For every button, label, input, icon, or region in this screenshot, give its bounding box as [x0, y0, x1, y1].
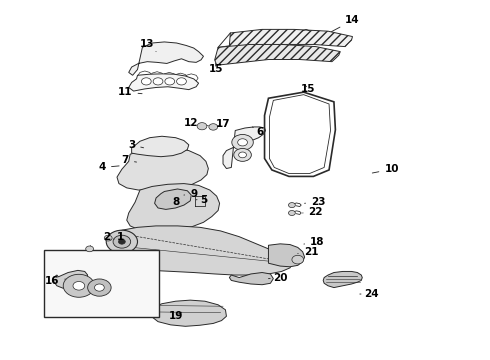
Text: 14: 14 [332, 15, 360, 32]
Text: 8: 8 [172, 197, 179, 207]
Circle shape [176, 78, 186, 85]
Circle shape [106, 230, 138, 253]
Circle shape [119, 239, 125, 244]
Polygon shape [151, 300, 226, 326]
Text: 5: 5 [196, 195, 207, 205]
Circle shape [95, 284, 104, 291]
Polygon shape [229, 273, 273, 285]
Polygon shape [117, 148, 208, 190]
Text: 18: 18 [304, 237, 324, 247]
Circle shape [238, 139, 247, 146]
Circle shape [165, 78, 174, 85]
Circle shape [153, 78, 163, 85]
Text: 13: 13 [140, 39, 156, 51]
Circle shape [289, 203, 295, 208]
Circle shape [142, 78, 151, 85]
Polygon shape [155, 189, 191, 210]
Circle shape [289, 211, 295, 216]
Text: 7: 7 [122, 155, 137, 165]
Text: 3: 3 [128, 140, 144, 150]
Circle shape [113, 235, 131, 248]
Polygon shape [129, 42, 203, 75]
Text: 15: 15 [208, 63, 223, 74]
Polygon shape [129, 74, 198, 91]
Polygon shape [323, 271, 362, 288]
Circle shape [73, 282, 85, 290]
Text: 23: 23 [305, 197, 325, 207]
Polygon shape [223, 127, 266, 168]
Polygon shape [215, 44, 340, 65]
Text: 12: 12 [184, 118, 198, 128]
Polygon shape [53, 270, 88, 288]
Circle shape [88, 279, 111, 296]
Circle shape [292, 255, 304, 264]
Circle shape [86, 246, 94, 252]
Text: 11: 11 [118, 87, 142, 97]
Text: 19: 19 [169, 311, 183, 320]
Circle shape [232, 134, 253, 150]
Text: 20: 20 [269, 273, 288, 283]
Text: 9: 9 [184, 189, 197, 199]
Text: 4: 4 [98, 162, 119, 172]
Circle shape [197, 123, 207, 130]
Text: 16: 16 [45, 276, 65, 286]
Polygon shape [132, 136, 189, 157]
Text: 1: 1 [117, 232, 124, 242]
Text: 2: 2 [103, 232, 114, 242]
Polygon shape [229, 30, 352, 50]
Circle shape [209, 124, 218, 130]
Circle shape [104, 235, 112, 241]
Text: 24: 24 [360, 289, 378, 299]
Polygon shape [269, 244, 305, 267]
Polygon shape [127, 184, 220, 231]
Text: 17: 17 [216, 120, 230, 129]
Circle shape [63, 274, 95, 297]
Circle shape [239, 152, 246, 158]
Circle shape [234, 148, 251, 161]
Text: 10: 10 [372, 164, 399, 174]
Text: 21: 21 [298, 247, 318, 257]
Polygon shape [114, 226, 293, 275]
Text: 15: 15 [301, 84, 316, 94]
Text: 6: 6 [252, 127, 263, 136]
Text: 22: 22 [303, 207, 323, 217]
Bar [44, 249, 159, 317]
